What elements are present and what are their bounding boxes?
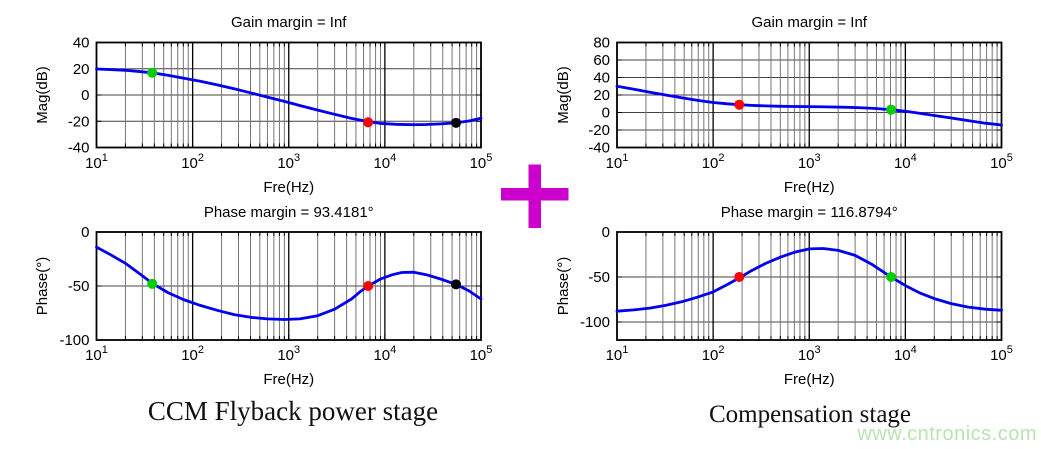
plus-vertical-bar (528, 164, 541, 228)
chart-title: Phase margin = 93.4181° (204, 204, 374, 221)
plus-icon (501, 164, 569, 228)
y-tick-label: 20 (593, 87, 610, 104)
x-tick-label: 105 (470, 344, 493, 364)
y-tick-label: -40 (588, 140, 610, 157)
x-tick-label: 101 (606, 152, 629, 172)
red-marker-dot (734, 99, 745, 110)
x-tick-label: 101 (85, 344, 108, 364)
right-caption: Compensation stage (708, 401, 912, 428)
green-marker-dot (147, 278, 158, 289)
x-tick-label: 101 (85, 152, 108, 172)
x-tick-label: 102 (702, 152, 725, 172)
x-tick-label: 103 (798, 344, 821, 364)
y-tick-label: -40 (68, 140, 90, 157)
chart-title: Phase margin = 116.8794° (721, 204, 898, 221)
y-tick-label: -20 (68, 113, 90, 130)
bode-curve (615, 247, 1003, 313)
comp-phase-chart: Phase margin = 116.8794° 0 -50 -100 101 102 10… (555, 204, 1013, 388)
x-tick-label: 105 (470, 152, 493, 172)
x-tick-label: 103 (277, 344, 300, 364)
y-tick-label: 80 (593, 35, 610, 52)
y-tick-label: 0 (81, 224, 89, 241)
y-axis-label: Phase(°) (555, 257, 572, 316)
y-axis-label: Mag(dB) (34, 66, 51, 124)
x-tick-label: 104 (894, 152, 917, 172)
y-axis-label: Mag(dB) (555, 66, 572, 124)
green-marker-dot (886, 272, 897, 282)
x-tick-label: 103 (277, 152, 300, 172)
x-axis-label: Fre(Hz) (784, 179, 835, 196)
y-tick-label: -20 (588, 122, 610, 139)
y-tick-label: 40 (593, 70, 610, 87)
x-tick-label: 102 (181, 344, 204, 364)
black-marker-dot (451, 117, 462, 128)
x-tick-label: 105 (990, 152, 1013, 172)
green-marker-dot (147, 67, 158, 78)
watermark: www.cntronics.com (857, 423, 1037, 445)
x-tick-label: 101 (606, 344, 629, 364)
x-tick-label: 105 (990, 344, 1013, 364)
x-tick-label: 102 (702, 344, 725, 364)
x-tick-label: 102 (181, 152, 204, 172)
x-tick-label: 104 (373, 152, 396, 172)
y-tick-label: -50 (588, 269, 610, 286)
y-axis-label: Phase(°) (34, 257, 51, 316)
y-tick-label: 60 (593, 52, 610, 69)
black-marker-dot (451, 279, 462, 290)
chart-title: Gain margin = Inf (231, 14, 347, 31)
y-tick-label: -100 (580, 314, 610, 331)
red-marker-dot (363, 281, 374, 291)
red-marker-dot (734, 272, 745, 282)
bode-curve (615, 84, 1003, 127)
chart-title: Gain margin = Inf (752, 14, 868, 31)
x-axis-label: Fre(Hz) (263, 179, 314, 196)
x-tick-label: 104 (894, 344, 917, 364)
x-tick-label: 103 (798, 152, 821, 172)
x-axis-label: Fre(Hz) (784, 371, 835, 388)
y-tick-label: 20 (73, 61, 90, 78)
y-tick-label: 0 (602, 105, 610, 122)
y-tick-label: -50 (68, 278, 90, 295)
y-tick-label: 0 (602, 224, 610, 241)
x-tick-label: 104 (373, 344, 396, 364)
y-tick-label: -100 (59, 332, 89, 349)
red-marker-dot (363, 117, 374, 128)
bode-curve (95, 245, 483, 321)
x-axis-label: Fre(Hz) (263, 371, 314, 388)
y-tick-label: 0 (81, 87, 89, 104)
left-caption: CCM Flyback power stage (147, 396, 439, 426)
green-marker-dot (886, 104, 897, 115)
y-tick-label: 40 (73, 35, 90, 52)
